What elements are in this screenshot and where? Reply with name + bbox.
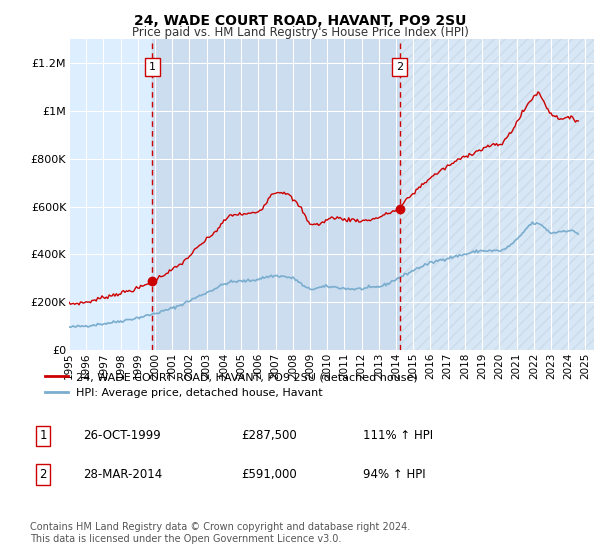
Text: £591,000: £591,000: [241, 468, 297, 481]
Text: 2: 2: [40, 468, 47, 481]
Text: 94% ↑ HPI: 94% ↑ HPI: [362, 468, 425, 481]
Text: 26-OCT-1999: 26-OCT-1999: [83, 429, 161, 442]
Text: 1: 1: [40, 429, 47, 442]
Text: 28-MAR-2014: 28-MAR-2014: [83, 468, 162, 481]
Text: 1: 1: [149, 62, 155, 72]
Text: £287,500: £287,500: [241, 429, 297, 442]
Bar: [400, 39, 594, 350]
Text: 24, WADE COURT ROAD, HAVANT, PO9 2SU: 24, WADE COURT ROAD, HAVANT, PO9 2SU: [134, 14, 466, 28]
Text: Contains HM Land Registry data © Crown copyright and database right 2024.
This d: Contains HM Land Registry data © Crown c…: [30, 522, 410, 544]
Text: 111% ↑ HPI: 111% ↑ HPI: [362, 429, 433, 442]
Text: Price paid vs. HM Land Registry's House Price Index (HPI): Price paid vs. HM Land Registry's House …: [131, 26, 469, 39]
Text: 2: 2: [396, 62, 403, 72]
Bar: [152, 39, 400, 350]
Legend: 24, WADE COURT ROAD, HAVANT, PO9 2SU (detached house), HPI: Average price, detac: 24, WADE COURT ROAD, HAVANT, PO9 2SU (de…: [41, 368, 422, 402]
Bar: [400, 39, 594, 350]
